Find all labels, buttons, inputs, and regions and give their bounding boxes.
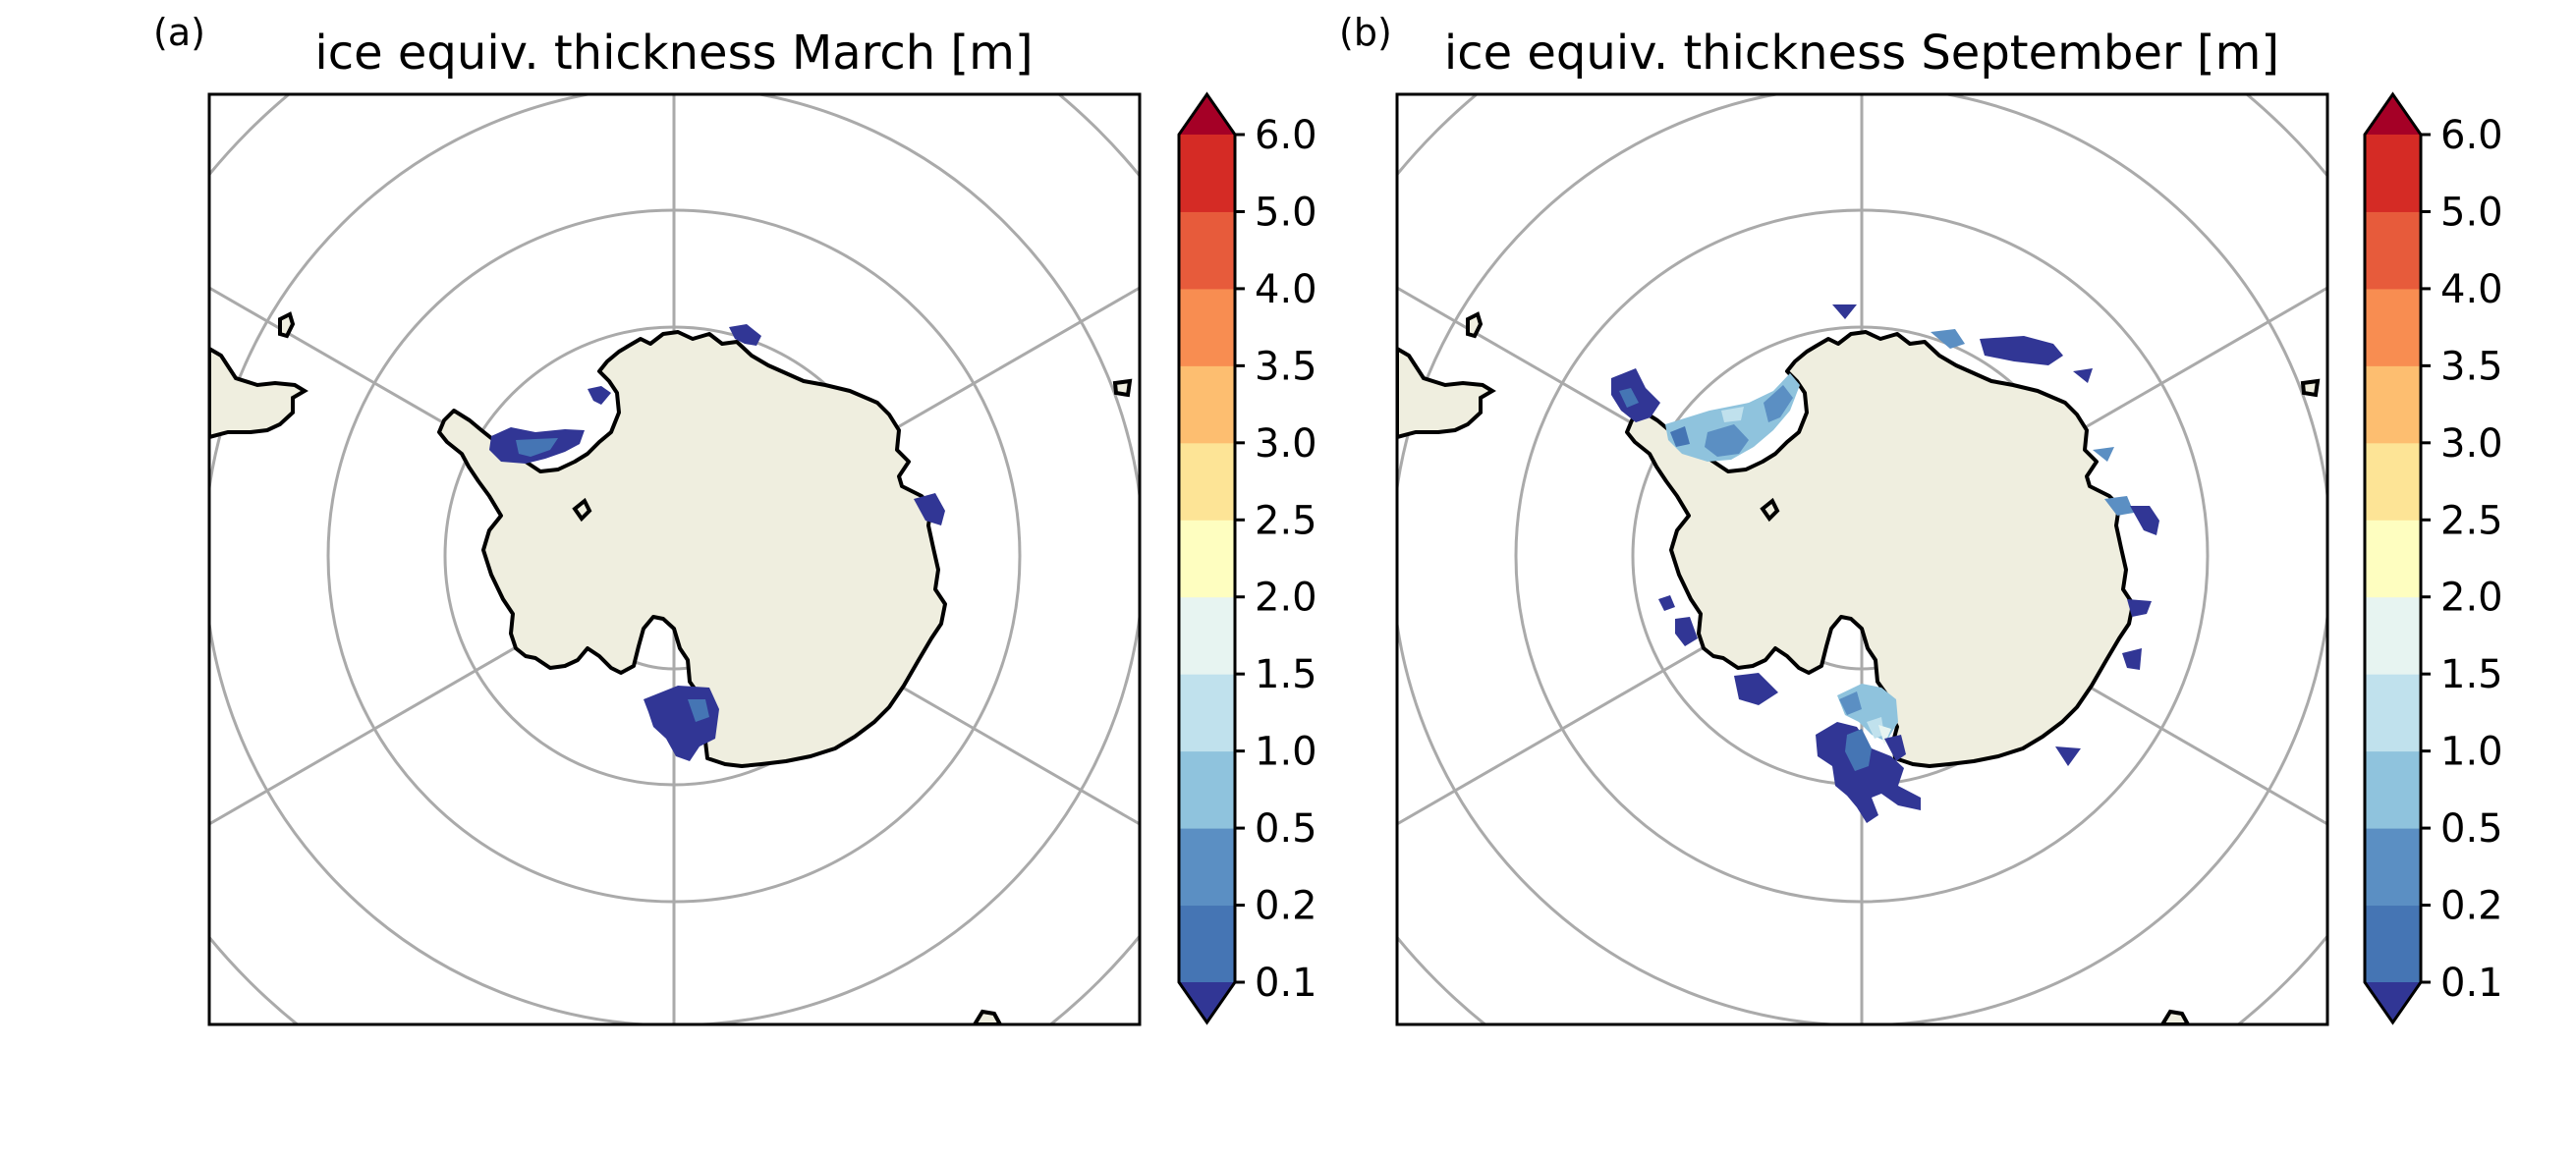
colorbar-b-segment-2 (2365, 750, 2421, 829)
colorbar-a-segment-9 (1179, 211, 1235, 290)
colorbar-a-tick-label-0: 0.1 (1255, 961, 1317, 1006)
colorbar-a: 0.1 0.2 0.5 1.0 1.5 2.0 2.5 3.0 3.5 4.0 5.0 6.0 (1177, 91, 1317, 1025)
colorbar-a-segment-0 (1179, 905, 1235, 983)
colorbar-b-extend-over (2365, 94, 2421, 135)
island-b-2 (2300, 378, 2321, 398)
colorbar-a-segment-10 (1179, 135, 1235, 212)
colorbar-b-segment-4 (2365, 596, 2421, 675)
colorbar-b: 0.1 0.2 0.5 1.0 1.5 2.0 2.5 3.0 3.5 4.0 5.0 6.0 (2363, 91, 2503, 1025)
colorbar-b-tick-label-6: 2.5 (2440, 498, 2503, 543)
colorbar-b-tick-label-2: 0.5 (2440, 806, 2503, 852)
colorbar-a-tick-label-4: 1.5 (1255, 652, 1317, 697)
colorbar-b-tick-label-5: 2.0 (2440, 576, 2503, 621)
colorbar-a-tick-label-10: 5.0 (1255, 190, 1317, 235)
colorbar-a-extend-over (1179, 94, 1235, 135)
colorbar-a-tick-label-2: 0.5 (1255, 806, 1317, 852)
colorbar-b-tick-label-3: 1.0 (2440, 730, 2503, 775)
colorbar-b-segment-6 (2365, 442, 2421, 521)
panel-b-title: ice equiv. thickness September [m] (1444, 26, 2279, 81)
colorbar-b-segment-5 (2365, 520, 2421, 598)
colorbar-a-segment-4 (1179, 596, 1235, 675)
colorbar-a-tick-label-7: 3.0 (1255, 421, 1317, 467)
south-america-b (1397, 346, 1496, 440)
map-b (1397, 94, 2327, 1024)
colorbar-b-segment-1 (2365, 828, 2421, 907)
colorbar-a-segment-2 (1179, 750, 1235, 829)
island-b-4 (1760, 497, 1780, 523)
colorbar-b-extend-under (2365, 982, 2421, 1022)
panel-b-tag: (b) (1339, 11, 1392, 54)
colorbar-b-tick-label-0: 0.1 (2440, 961, 2503, 1006)
colorbar-a-tick-label-3: 1.0 (1255, 730, 1317, 775)
colorbar-a-tick-label-5: 2.0 (1255, 576, 1317, 621)
sea-ice-b (1611, 304, 2159, 823)
colorbar-b-tick-label-8: 3.5 (2440, 344, 2503, 389)
south-america-a (209, 346, 308, 440)
colorbar-b-tick-label-9: 4.0 (2440, 267, 2503, 312)
colorbar-a-tick-label-9: 4.0 (1255, 267, 1317, 312)
antarctica-land-a (437, 330, 947, 768)
island-b-3 (2159, 1009, 2191, 1024)
panel-a-tag: (a) (153, 11, 205, 54)
island-a-3 (972, 1009, 1003, 1024)
colorbar-a-tick-label-6: 2.5 (1255, 498, 1317, 543)
colorbar-b-tick-label-11: 6.0 (2440, 113, 2503, 158)
colorbar-b-segment-0 (2365, 905, 2421, 983)
colorbar-b-segment-8 (2365, 288, 2421, 366)
colorbar-a-segment-1 (1179, 828, 1235, 907)
map-a-frame (207, 92, 1142, 1026)
sea-ice-a (489, 324, 945, 761)
island-a-2 (1112, 378, 1133, 398)
panel-a-title: ice equiv. thickness March [m] (314, 26, 1033, 81)
map-b-frame (1395, 92, 2329, 1026)
panel-a: (a) ice equiv. thickness March [m] (153, 11, 1142, 1026)
colorbar-b-tick-label-7: 3.0 (2440, 421, 2503, 467)
colorbar-a-segment-6 (1179, 442, 1235, 521)
antarctica-land-b (1625, 330, 2135, 768)
colorbar-a-segment-8 (1179, 288, 1235, 366)
island-a-4 (572, 497, 592, 523)
island-a-1 (278, 311, 296, 339)
colorbar-b-tick-label-10: 5.0 (2440, 190, 2503, 235)
colorbar-a-tick-label-11: 6.0 (1255, 113, 1317, 158)
island-b-1 (1466, 311, 1484, 339)
colorbar-b-segment-3 (2365, 674, 2421, 752)
colorbar-a-tick-label-8: 3.5 (1255, 344, 1317, 389)
colorbar-b-segment-9 (2365, 211, 2421, 290)
colorbar-a-tick-label-1: 0.2 (1255, 884, 1317, 929)
colorbar-a-segment-3 (1179, 674, 1235, 752)
colorbar-b-tick-label-1: 0.2 (2440, 884, 2503, 929)
colorbar-a-segment-7 (1179, 365, 1235, 444)
colorbar-a-extend-under (1179, 982, 1235, 1022)
colorbar-b-tick-label-4: 1.5 (2440, 652, 2503, 697)
map-a (209, 94, 1140, 1024)
colorbar-b-segment-7 (2365, 365, 2421, 444)
panel-b: (b) ice equiv. thickness September [m] (1339, 11, 2329, 1026)
colorbar-b-segment-10 (2365, 135, 2421, 212)
colorbar-a-segment-5 (1179, 520, 1235, 598)
